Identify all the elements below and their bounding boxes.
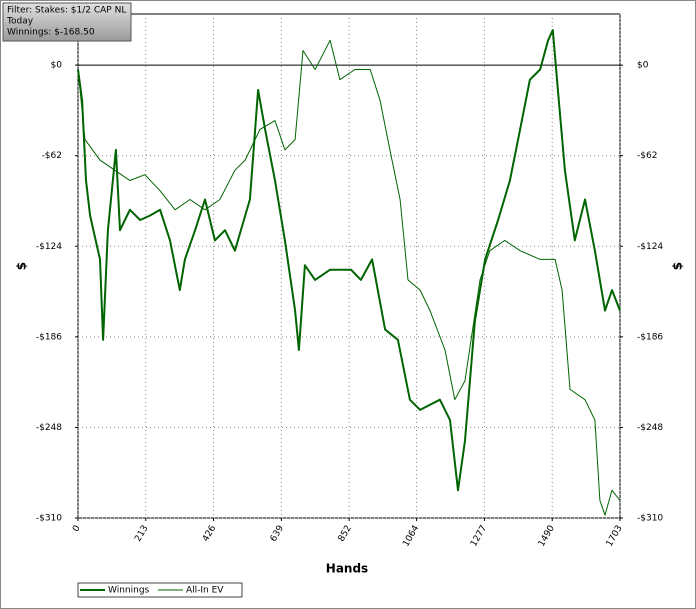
y-axis-title: $ xyxy=(15,262,29,270)
y-tick-label: -$248 xyxy=(36,423,62,433)
series-line xyxy=(77,39,621,516)
info-box: Filter: Stakes: $1/2 CAP NL Today Winnin… xyxy=(2,2,132,42)
y-tick-label: -$186 xyxy=(36,332,62,342)
y2-tick-label: $0 xyxy=(637,61,649,71)
x-axis-title: Hands xyxy=(326,562,368,576)
y2-tick-label: -$310 xyxy=(637,514,663,524)
series-line xyxy=(77,29,621,492)
y2-tick-label: -$186 xyxy=(637,332,663,342)
legend-label: Winnings xyxy=(108,586,150,596)
y2-tick-label: -$248 xyxy=(637,423,663,433)
legend-label: All-In EV xyxy=(186,586,224,596)
y2-tick-label: -$124 xyxy=(637,242,663,252)
y-tick-label: -$124 xyxy=(36,242,62,252)
grid xyxy=(75,14,623,521)
info-text: Winnings: $-168.50 xyxy=(7,28,95,38)
y2-tick-label: -$62 xyxy=(637,151,657,161)
info-text: Today xyxy=(6,17,34,27)
x-tick-label: 0 xyxy=(71,524,83,534)
lines xyxy=(77,29,621,516)
y2-axis-title: $ xyxy=(671,262,685,270)
y-tick-label: $0 xyxy=(51,61,63,71)
legend: Winnings All-In EV xyxy=(77,582,243,598)
info-box-bg xyxy=(2,2,132,42)
info-text: Filter: Stakes: $1/2 CAP NL xyxy=(7,6,126,16)
y-tick-label: -$62 xyxy=(42,151,62,161)
y-tick-label: -$310 xyxy=(36,514,62,524)
